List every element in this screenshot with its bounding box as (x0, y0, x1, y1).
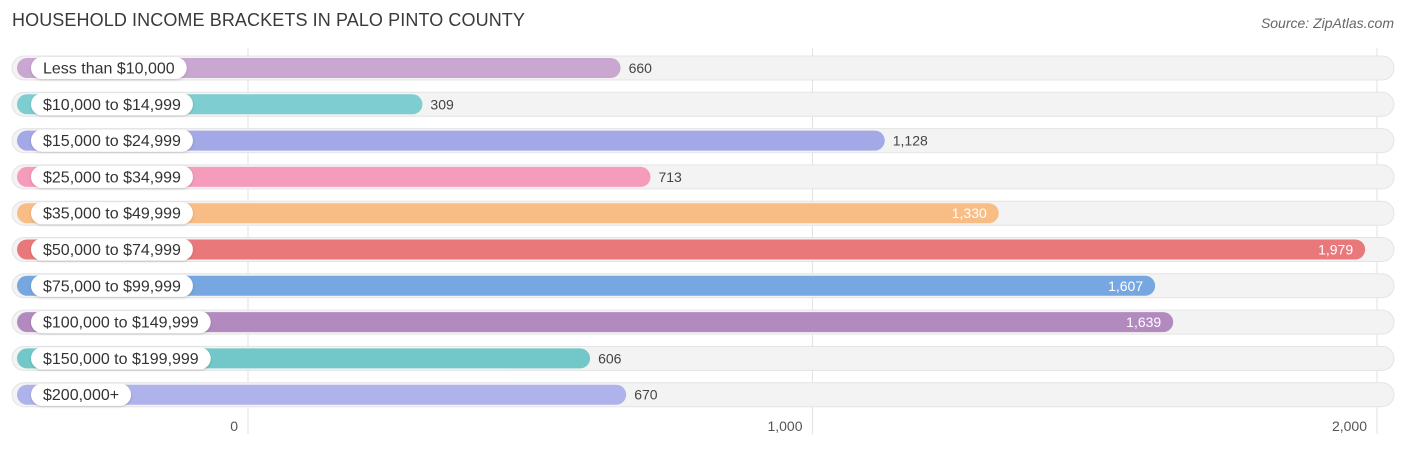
category-label: $15,000 to $24,999 (43, 133, 181, 150)
category-label: $200,000+ (43, 387, 119, 404)
bar (17, 203, 999, 224)
category-label: $100,000 to $149,999 (43, 315, 199, 332)
category-label: $75,000 to $99,999 (43, 278, 181, 295)
bar (17, 239, 1366, 260)
bar-row: $15,000 to $24,999 1,128 (11, 128, 1395, 154)
bar-row: $150,000 to $199,999 606 (11, 345, 1395, 371)
value-label: 1,639 (1126, 314, 1161, 330)
category-pill (31, 347, 211, 370)
category-pill (31, 93, 193, 116)
value-label: 660 (629, 60, 653, 76)
category-label: $50,000 to $74,999 (43, 242, 181, 259)
category-pill (31, 202, 193, 225)
chart-title: HOUSEHOLD INCOME BRACKETS IN PALO PINTO … (12, 10, 526, 30)
value-label: 606 (598, 350, 622, 366)
category-label: $10,000 to $14,999 (43, 97, 181, 114)
x-tick-label: 0 (230, 418, 238, 434)
bars: Less than $10,000 660 $10,000 to $14,999 30… (11, 55, 1395, 408)
x-tick-label: 2,000 (1332, 418, 1367, 434)
bar-row: $50,000 to $74,999 1,979 (11, 237, 1395, 262)
bar-row: $10,000 to $14,999 309 (11, 91, 1395, 117)
category-pill (31, 165, 193, 188)
category-pill (31, 129, 193, 152)
bar-row: $25,000 to $34,999 713 (11, 164, 1395, 190)
x-tick-label: 1,000 (767, 418, 802, 434)
category-label: Less than $10,000 (43, 61, 175, 78)
category-pill (31, 238, 193, 261)
value-label: 1,330 (952, 205, 987, 221)
value-label: 1,979 (1318, 242, 1353, 258)
bar-row: $100,000 to $149,999 1,639 (11, 309, 1395, 335)
value-label: 1,128 (893, 133, 928, 149)
value-label: 309 (430, 96, 454, 112)
bar (17, 130, 885, 151)
bar (17, 312, 1174, 333)
value-label: 713 (658, 169, 682, 185)
bar (17, 275, 1156, 296)
category-pill (31, 274, 193, 297)
bar-row: Less than $10,000 660 (11, 55, 1395, 81)
category-label: $25,000 to $34,999 (43, 169, 181, 186)
category-label: $150,000 to $199,999 (43, 351, 199, 368)
bar-row: $35,000 to $49,999 1,330 (11, 200, 1395, 226)
bar-row: $75,000 to $99,999 1,607 (11, 273, 1395, 299)
bar-row: $200,000+ 670 (11, 382, 1395, 408)
value-label: 670 (634, 387, 658, 403)
chart-source: Source: ZipAtlas.com (1260, 15, 1394, 31)
category-pill (31, 383, 132, 406)
bar (17, 384, 627, 405)
value-label: 1,607 (1108, 278, 1143, 294)
x-axis-ticks: 0 1,000 2,000 (230, 418, 1367, 434)
category-label: $35,000 to $49,999 (43, 206, 181, 223)
category-pill (31, 57, 187, 79)
category-pill (31, 311, 211, 334)
